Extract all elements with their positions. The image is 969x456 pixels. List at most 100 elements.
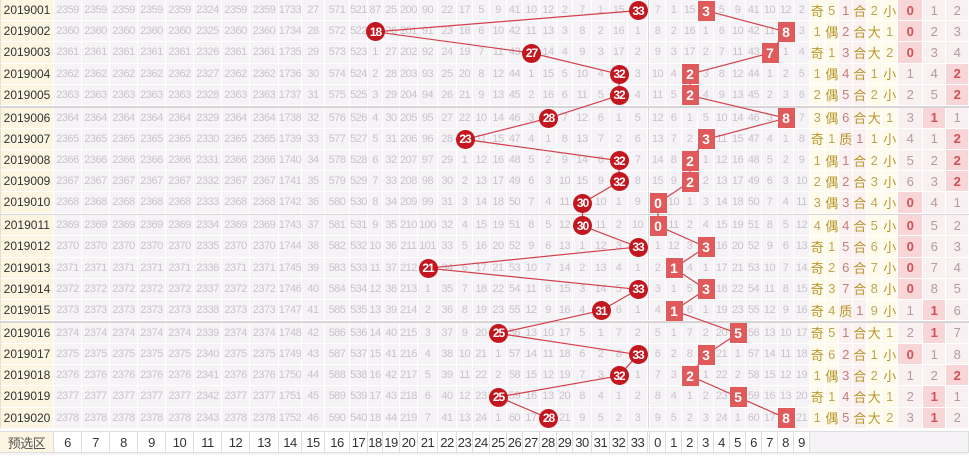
preselect-digit-0[interactable]: 0 — [650, 431, 666, 454]
preselect-number-29[interactable]: 29 — [557, 431, 573, 454]
digit-miss-cell: 53 — [746, 257, 762, 279]
digit-miss-cell: 14 — [794, 257, 810, 279]
big-small-cell: 小 — [882, 171, 898, 193]
preselect-number-32[interactable]: 32 — [610, 431, 628, 454]
preselect-number-27[interactable]: 27 — [523, 431, 540, 454]
digit-miss-cell: 9 — [650, 407, 666, 429]
miss-count-cell: 47 — [507, 128, 523, 150]
miss-count-cell: 28 — [438, 128, 457, 150]
miss-count-cell: 521 — [350, 0, 368, 22]
odd-even-cell: 偶 — [825, 192, 839, 214]
preselect-digit-1[interactable]: 1 — [666, 431, 682, 454]
miss-count-cell: 2364 — [250, 107, 279, 129]
preselect-number-28[interactable]: 28 — [540, 431, 557, 454]
miss-count-cell: 91 — [418, 21, 438, 43]
preselect-number-33[interactable]: 33 — [628, 431, 648, 454]
miss-count-cell: 11 — [473, 128, 490, 150]
miss-count-cell: 98 — [418, 171, 438, 193]
miss-count-cell: 20 — [457, 63, 473, 85]
miss-count-cell: 14 — [490, 107, 507, 129]
digit-miss-cell: 4 — [794, 42, 810, 64]
miss-count-cell: 5 — [557, 63, 573, 85]
miss-count-cell: 15 — [610, 0, 628, 22]
preselect-digit-6[interactable]: 6 — [746, 431, 762, 454]
preselect-number-10[interactable]: 10 — [166, 431, 194, 454]
road-012-cell: 2 — [923, 150, 946, 172]
preselect-digit-4[interactable]: 4 — [714, 431, 730, 454]
preselect-number-18[interactable]: 18 — [368, 431, 383, 454]
digit-miss-cell: 60 — [746, 407, 762, 429]
preselect-digit-3[interactable]: 3 — [698, 431, 714, 454]
column-divider — [648, 365, 650, 387]
preselect-number-22[interactable]: 22 — [438, 431, 457, 454]
digit-miss-cell: 1 — [666, 322, 682, 344]
miss-count-cell: 11 — [368, 257, 383, 279]
prime-composite-cell: 合 — [853, 215, 867, 237]
preselect-number-15[interactable]: 15 — [302, 431, 325, 454]
preselect-number-19[interactable]: 19 — [383, 431, 400, 454]
prime-composite-cell: 1 — [853, 300, 867, 322]
road-012-cell: 3 — [923, 42, 946, 64]
preselect-digit-5[interactable]: 5 — [730, 431, 746, 454]
digit-miss-cell: 18 — [730, 192, 746, 214]
preselect-number-25[interactable]: 25 — [490, 431, 507, 454]
road-012-cell: 0 — [898, 236, 923, 258]
preselect-digit-8[interactable]: 8 — [778, 431, 794, 454]
preselect-number-14[interactable]: 14 — [279, 431, 302, 454]
big-small-cell: 6 — [867, 236, 882, 258]
digit-hit-square: 2 — [681, 365, 699, 386]
preselect-number-30[interactable]: 30 — [573, 431, 592, 454]
preselect-number-24[interactable]: 24 — [473, 431, 490, 454]
preselect-number-20[interactable]: 20 — [400, 431, 418, 454]
preselect-digit-7[interactable]: 7 — [762, 431, 778, 454]
preselect-number-31[interactable]: 31 — [592, 431, 610, 454]
preselect-number-16[interactable]: 16 — [325, 431, 350, 454]
miss-count-cell: 2366 — [138, 150, 166, 172]
preselect-number-23[interactable]: 23 — [457, 431, 473, 454]
miss-count-cell: 3 — [592, 365, 610, 387]
miss-count-cell: 534 — [350, 278, 368, 300]
road-012-cell: 6 — [898, 171, 923, 193]
miss-count-cell: 2375 — [110, 344, 138, 366]
preselect-number-11[interactable]: 11 — [194, 431, 222, 454]
big-small-cell: 1 — [882, 21, 898, 43]
digit-miss-cell: 2 — [762, 84, 778, 106]
miss-count-cell: 37 — [438, 322, 457, 344]
preselect-number-8[interactable]: 8 — [110, 431, 138, 454]
miss-count-cell: 9 — [592, 171, 610, 193]
preselect-number-21[interactable]: 21 — [418, 431, 438, 454]
issue-number: 2019008 — [0, 150, 54, 172]
digit-hit-square: 8 — [777, 108, 795, 129]
prime-composite-cell: 5 — [839, 407, 853, 429]
preselect-number-9[interactable]: 9 — [138, 431, 166, 454]
miss-count-cell: 9 — [628, 192, 648, 214]
digit-miss-cell: 54 — [746, 278, 762, 300]
odd-even-cell: 1 — [810, 63, 825, 85]
digit-miss-cell: 11 — [650, 84, 666, 106]
big-small-cell: 大 — [867, 386, 882, 408]
preselect-digit-9[interactable]: 9 — [794, 431, 810, 454]
big-small-cell: 小 — [882, 63, 898, 85]
preselect-digit-2[interactable]: 2 — [682, 431, 698, 454]
miss-count-cell: 1 — [418, 278, 438, 300]
preselect-number-6[interactable]: 6 — [54, 431, 82, 454]
preselect-number-17[interactable]: 17 — [350, 431, 368, 454]
number-ball: 21 — [418, 258, 438, 278]
digit-miss-cell: 3 — [698, 407, 714, 429]
prime-composite-cell: 合 — [853, 236, 867, 258]
miss-count-cell: 2369 — [166, 215, 194, 237]
digit-miss-cell: 2 — [698, 386, 714, 408]
preselect-number-13[interactable]: 13 — [250, 431, 279, 454]
prime-composite-cell: 合 — [853, 344, 867, 366]
miss-count-cell: 44 — [507, 63, 523, 85]
prime-composite-cell: 4 — [839, 215, 853, 237]
miss-count-cell: 2360 — [250, 21, 279, 43]
preselect-number-26[interactable]: 26 — [507, 431, 523, 454]
road-012-cell: 1 — [923, 407, 946, 429]
preselect-number-12[interactable]: 12 — [222, 431, 250, 454]
preselect-number-7[interactable]: 7 — [82, 431, 110, 454]
miss-count-cell: 522 — [350, 21, 368, 43]
big-small-cell: 小 — [882, 236, 898, 258]
miss-count-cell: 205 — [400, 107, 418, 129]
miss-count-cell: 41 — [383, 344, 400, 366]
